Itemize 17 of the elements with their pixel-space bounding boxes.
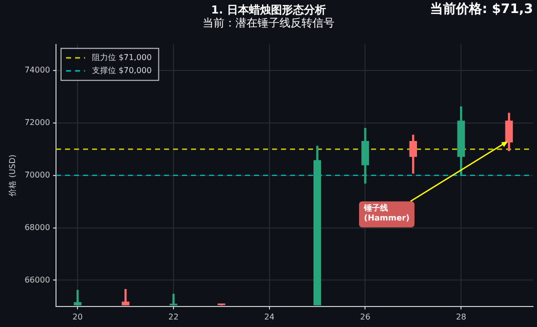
y-tick-label: 70000 xyxy=(24,170,50,180)
chart-title: 1. 日本蜡烛图形态分析 xyxy=(211,3,326,16)
x-tick-label: 24 xyxy=(264,312,274,322)
y-axis-title: 价格 (USD) xyxy=(8,154,17,198)
x-tick-label: 26 xyxy=(360,312,370,322)
text: 当前价格: $71,3 xyxy=(430,2,533,17)
x-tick-label: 28 xyxy=(456,312,466,322)
x-tick-label: 20 xyxy=(72,312,83,322)
legend-label: 支撑位 $70,000 xyxy=(92,66,152,75)
x-tick-label: 22 xyxy=(168,312,179,322)
chart-subtitle: 当前：潜在锤子线反转信号 xyxy=(202,16,334,30)
y-tick-label: 74000 xyxy=(24,66,50,75)
y-tick-label: 66000 xyxy=(24,275,50,284)
legend-label: 阻力位 $71,000 xyxy=(92,52,152,62)
y-tick-label: 68000 xyxy=(24,222,50,232)
annotation: 锤子线 (Hammer) xyxy=(363,203,410,222)
y-tick-label: 72000 xyxy=(24,118,50,128)
